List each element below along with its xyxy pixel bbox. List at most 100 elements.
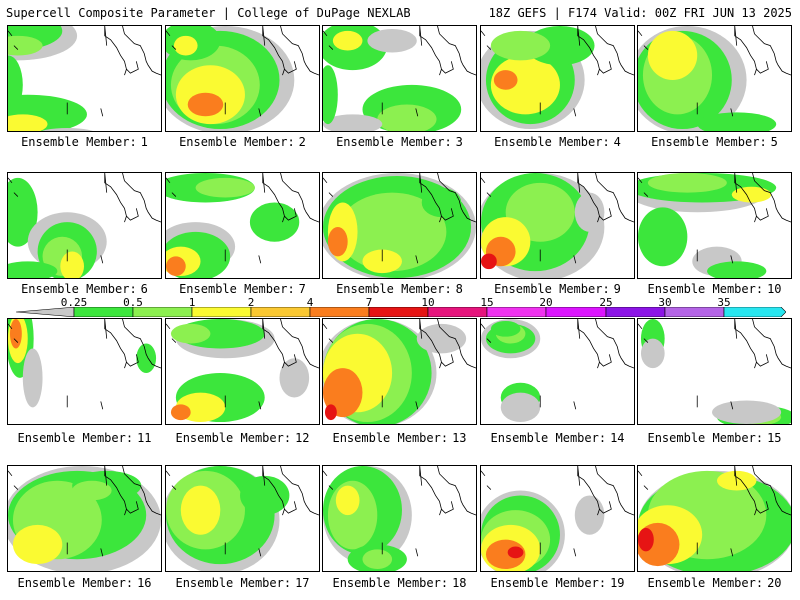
coastline (599, 208, 612, 221)
coastline (262, 466, 285, 516)
member-number: 1 (140, 135, 148, 149)
colorbar (16, 307, 786, 317)
coastline (599, 501, 612, 514)
scp-field-map (323, 173, 476, 278)
coastline (441, 501, 454, 514)
colorbar-tick-label: 4 (306, 296, 314, 309)
coastline (8, 470, 19, 490)
member-label-text: Ensemble Member: (21, 282, 137, 296)
coastline (437, 26, 476, 76)
member-number: 2 (298, 135, 306, 149)
ensemble-member-map (165, 25, 320, 132)
coastline (323, 177, 334, 197)
coastline (284, 208, 297, 221)
ensemble-member-label: Ensemble Member: 19 (480, 576, 635, 590)
coastline (284, 61, 297, 74)
scp-contour-orange (166, 256, 186, 277)
coastline (577, 319, 600, 369)
coastline (599, 61, 612, 74)
colorbar-segment (191, 307, 252, 317)
member-label-text: Ensemble Member: (17, 576, 134, 590)
scp-contour-green (638, 207, 688, 267)
coastline (122, 173, 161, 223)
scp-contour-gray (41, 128, 93, 131)
boundary-line (100, 548, 104, 557)
member-label-text: Ensemble Member: (175, 431, 292, 445)
ensemble-member-map (322, 25, 477, 132)
boundary-line (573, 255, 577, 264)
scp-contour-green (323, 65, 338, 125)
member-number: 16 (137, 576, 152, 590)
scp-contour-gray (416, 323, 467, 354)
ensemble-member-label: Ensemble Member: 17 (165, 576, 320, 590)
scp-contour-yellow (731, 186, 772, 203)
colorbar-tick-label: 20 (539, 296, 553, 309)
scp-field-map (638, 173, 791, 278)
colorbar-tick-label: 25 (599, 296, 613, 309)
coastline (638, 470, 649, 490)
boundary-line (415, 548, 419, 557)
scp-contour-red (507, 546, 524, 559)
scp-contour-lightgreen (8, 35, 43, 56)
scp-contour-green (8, 177, 38, 247)
scp-contour-green (421, 187, 462, 218)
colorbar-tick-label: 0.25 (60, 296, 88, 309)
boundary-line (730, 108, 734, 117)
scp-field-map (481, 466, 634, 571)
member-label-text: Ensemble Member: (332, 576, 449, 590)
boundary-line (100, 255, 104, 264)
scp-contour-gray (712, 400, 782, 424)
coastline (595, 466, 634, 516)
coastline (323, 30, 334, 50)
scp-contour-green (136, 343, 157, 373)
ensemble-member-map (7, 318, 162, 425)
scp-contour-gray (500, 392, 541, 423)
coastline (166, 177, 177, 197)
ensemble-member-map (637, 318, 792, 425)
member-number: 4 (613, 135, 621, 149)
coastline (437, 319, 476, 369)
coastline (104, 173, 127, 223)
member-label-text: Ensemble Member: (179, 282, 295, 296)
ensemble-member-map (637, 465, 792, 572)
coastline (122, 319, 161, 369)
coastline (756, 208, 769, 221)
ensemble-member-map (7, 25, 162, 132)
scp-contour-lightgreen (170, 323, 211, 344)
member-number: 5 (770, 135, 778, 149)
coastline (577, 466, 600, 516)
coastline (595, 26, 634, 76)
ensemble-member-label: Ensemble Member: 18 (322, 576, 477, 590)
coastline (126, 354, 139, 367)
ensemble-member-map (165, 318, 320, 425)
scp-field-map (166, 26, 319, 131)
coastline (280, 466, 319, 516)
scp-contour-lightgreen (362, 549, 393, 570)
scp-field-map (323, 466, 476, 571)
member-number: 12 (295, 431, 310, 445)
boundary-line (730, 401, 734, 410)
member-number: 13 (452, 431, 467, 445)
ensemble-member-label: Ensemble Member: 2 (165, 135, 320, 149)
coastline (166, 470, 177, 490)
ensemble-member-label: Ensemble Member: 7 (165, 282, 320, 296)
scp-contour-green (240, 475, 290, 516)
scp-contour-gray (640, 338, 665, 369)
coastline (437, 466, 476, 516)
colorbar-graphic (16, 307, 786, 317)
coastline (734, 173, 757, 223)
coastline (323, 323, 334, 343)
coastline (752, 319, 791, 369)
member-number: 8 (455, 282, 463, 296)
boundary-line (573, 548, 577, 557)
coastline (8, 323, 19, 343)
coastline (638, 177, 649, 197)
scp-contour-orange (170, 404, 191, 421)
coastline (284, 501, 297, 514)
scp-contour-green (490, 320, 521, 337)
colorbar-tick-label: 1 (188, 296, 196, 309)
scp-contour-orange (493, 70, 518, 90)
coastline (734, 26, 757, 76)
boundary-line (100, 401, 104, 410)
boundary-line (415, 108, 419, 117)
